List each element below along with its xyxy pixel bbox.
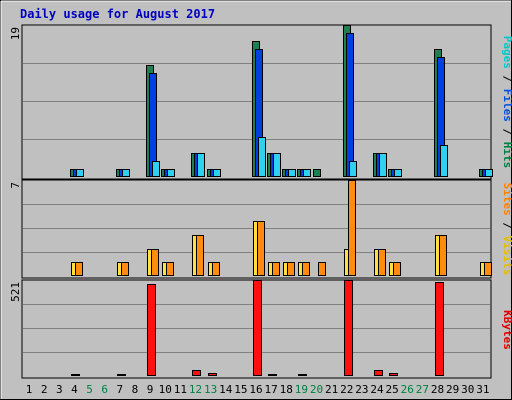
x-tick-label-day-24: 24	[370, 383, 384, 396]
legend-entry-visits-sites-0: Sites	[501, 183, 512, 216]
x-tick-label-day-7: 7	[117, 383, 124, 396]
bar-sites-day-10	[166, 262, 174, 276]
x-tick-label-day-30: 30	[461, 383, 474, 396]
bar-pages-day-12	[197, 153, 205, 177]
x-tick-label-day-19: 19	[295, 383, 308, 396]
bar-sites-day-22	[348, 180, 356, 276]
bar-hits-day-20	[313, 169, 321, 177]
x-tick-label-day-1: 1	[26, 383, 33, 396]
bar-pages-day-13	[213, 169, 221, 177]
x-tick-label-day-26: 26	[401, 383, 414, 396]
bar-kbytes-day-7	[117, 374, 126, 376]
x-tick-label-day-3: 3	[56, 383, 63, 396]
bar-kbytes-day-19	[298, 374, 307, 376]
bar-sites-day-28	[439, 235, 447, 276]
bar-pages-day-17	[273, 153, 281, 177]
x-tick-label-day-13: 13	[204, 383, 217, 396]
x-tick-label-day-4: 4	[71, 383, 78, 396]
bar-kbytes-day-4	[71, 374, 80, 376]
x-tick-label-day-20: 20	[310, 383, 323, 396]
bar-sites-day-31	[484, 262, 492, 276]
x-tick-label-day-18: 18	[280, 383, 293, 396]
bar-sites-day-20	[318, 262, 326, 276]
legend-entry-visits-sites-2: Visits	[501, 236, 512, 276]
x-tick-label-day-22: 22	[340, 383, 353, 396]
x-tick-label-day-10: 10	[159, 383, 172, 396]
bar-sites-day-18	[287, 262, 295, 276]
legend-entry-hits-files-pages-1: /	[501, 69, 512, 89]
bar-pages-day-22	[349, 161, 357, 177]
legend-entry-visits-sites-1: /	[501, 216, 512, 236]
legend-hits-files-pages: Pages / Files / Hits	[501, 36, 512, 169]
bar-pages-day-7	[122, 169, 130, 177]
bar-pages-day-10	[167, 169, 175, 177]
x-tick-label-day-28: 28	[431, 383, 444, 396]
legend-entry-hits-files-pages-2: Files	[501, 89, 512, 122]
x-tick-label-day-23: 23	[355, 383, 368, 396]
bar-pages-day-24	[379, 153, 387, 177]
bar-sites-day-9	[151, 249, 159, 276]
bar-pages-day-16	[258, 137, 266, 177]
x-tick-label-day-14: 14	[219, 383, 233, 396]
x-tick-label-day-16: 16	[249, 383, 262, 396]
bar-kbytes-day-16	[253, 280, 262, 376]
bar-sites-day-25	[393, 262, 401, 276]
bar-sites-day-4	[75, 262, 83, 276]
bar-kbytes-day-17	[268, 374, 277, 376]
bar-kbytes-day-13	[208, 373, 217, 376]
y-max-label-kbytes: 521	[9, 282, 22, 302]
bar-pages-day-25	[394, 169, 402, 177]
bar-kbytes-day-12	[192, 370, 201, 376]
bar-pages-day-18	[288, 169, 296, 177]
x-tick-label-day-25: 25	[386, 383, 399, 396]
x-tick-label-day-17: 17	[265, 383, 278, 396]
bar-kbytes-day-28	[435, 282, 444, 376]
bar-sites-day-24	[378, 249, 386, 276]
x-tick-label-day-27: 27	[416, 383, 429, 396]
legend-entry-hits-files-pages-3: /	[501, 122, 512, 142]
chart-title: Daily usage for August 2017	[20, 7, 215, 21]
legend-entry-hits-files-pages-4: Hits	[501, 142, 512, 169]
bar-kbytes-day-25	[389, 373, 398, 376]
x-tick-label-day-11: 11	[174, 383, 187, 396]
x-tick-label-day-29: 29	[446, 383, 459, 396]
bar-sites-day-17	[272, 262, 280, 276]
bar-kbytes-day-9	[147, 284, 156, 376]
bar-sites-day-7	[121, 262, 129, 276]
bar-sites-day-13	[212, 262, 220, 276]
legend-kbytes: KBytes	[501, 310, 512, 350]
bar-pages-day-9	[152, 161, 160, 177]
x-tick-label-day-12: 12	[189, 383, 202, 396]
bar-layer	[70, 25, 493, 376]
legend-visits-sites: Sites / Visits	[501, 183, 512, 276]
bar-kbytes-day-24	[374, 370, 383, 376]
legend-entry-kbytes-0: KBytes	[501, 310, 512, 350]
bar-pages-day-19	[303, 169, 311, 177]
bar-files-day-22	[346, 33, 354, 177]
bar-kbytes-day-22	[344, 280, 353, 376]
x-tick-label-day-31: 31	[476, 383, 489, 396]
x-tick-label-day-21: 21	[325, 383, 338, 396]
bar-sites-day-12	[196, 235, 204, 276]
x-tick-label-day-5: 5	[86, 383, 93, 396]
bar-pages-day-31	[485, 169, 493, 177]
x-tick-label-day-8: 8	[132, 383, 139, 396]
x-tick-label-day-2: 2	[41, 383, 48, 396]
x-tick-label-day-6: 6	[101, 383, 108, 396]
y-max-label-visits-sites: 7	[9, 182, 22, 189]
x-tick-label-day-9: 9	[147, 383, 154, 396]
y-max-label-hits-files-pages: 19	[9, 27, 22, 40]
bar-sites-day-16	[257, 221, 265, 276]
bar-pages-day-28	[440, 145, 448, 177]
legend-entry-hits-files-pages-0: Pages	[501, 36, 512, 69]
bar-sites-day-19	[302, 262, 310, 276]
bar-pages-day-4	[76, 169, 84, 177]
x-tick-label-day-15: 15	[234, 383, 247, 396]
